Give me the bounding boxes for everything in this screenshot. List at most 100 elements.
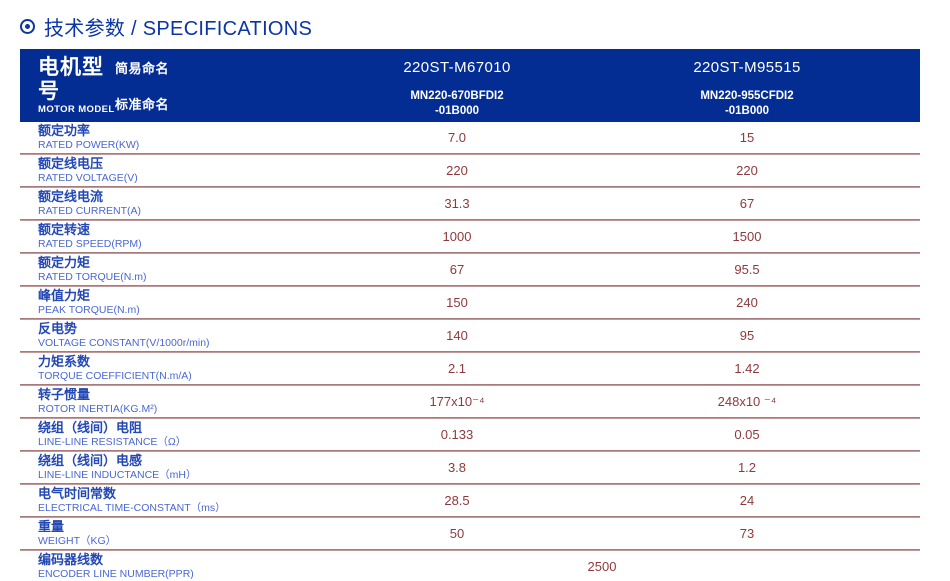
row-label-en: ELECTRICAL TIME-CONSTANT（ms） — [38, 502, 226, 514]
value-m67010: 50 — [449, 526, 465, 541]
standard-name-line1: MN220-670BFDI2 — [410, 89, 504, 102]
row-label: 绕组（线间）电阻 LINE-LINE RESISTANCE（Ω） — [20, 419, 312, 450]
row-label-cn: 额定线电流 — [38, 189, 104, 205]
row-label-cn: 电气时间常数 — [38, 486, 117, 502]
value-m67010: 150 — [446, 295, 468, 310]
column-standard-name: MN220-670BFDI2 -01B000 — [312, 86, 602, 123]
column-simple-name: 220ST-M95515 — [693, 58, 801, 76]
column-header-m95515: 220ST-M95515 MN220-955CFDI2 -01B000 — [602, 49, 892, 122]
table-row-peak-torque: 峰值力矩 PEAK TORQUE(N.m) 150 240 — [20, 287, 920, 318]
table-row-rated-speed: 额定转速 RATED SPEED(RPM) 1000 1500 — [20, 221, 920, 252]
row-divider — [20, 450, 920, 452]
row-label-en: ROTOR INERTIA(KG.M²) — [38, 403, 158, 415]
row-label-cn: 额定线电压 — [38, 156, 104, 172]
row-divider — [20, 516, 920, 518]
table-row-line-inductance: 绕组（线间）电感 LINE-LINE INDUCTANCE（mH） 3.8 1.… — [20, 452, 920, 483]
row-label: 反电势 VOLTAGE CONSTANT(V/1000r/min) — [20, 320, 312, 351]
table-row-voltage-constant: 反电势 VOLTAGE CONSTANT(V/1000r/min) 140 95 — [20, 320, 920, 351]
value-m95515: 0.05 — [734, 427, 760, 442]
row-label: 额定线电流 RATED CURRENT(A) — [20, 188, 312, 219]
standard-name-line2: -01B000 — [724, 104, 770, 117]
table-row-rated-current: 额定线电流 RATED CURRENT(A) 31.3 67 — [20, 188, 920, 219]
row-label-cn: 额定力矩 — [38, 255, 91, 271]
value-m95515: 95.5 — [734, 262, 760, 277]
table-row-rotor-inertia: 转子惯量 ROTOR INERTIA(KG.M²) 177x10⁻⁴ 248x1… — [20, 386, 920, 417]
row-label-cn: 重量 — [38, 519, 65, 535]
simple-name-label: 简易命名 — [115, 60, 170, 76]
value-merged: 2500 — [587, 559, 617, 574]
standard-name-label: 标准命名 — [115, 97, 170, 113]
value-m95515: 248x10 ⁻⁴ — [717, 393, 777, 409]
table-row-weight: 重量 WEIGHT（KG） 50 73 — [20, 518, 920, 549]
value-m95515: 1500 — [732, 229, 762, 244]
motor-model-header-cell: 电机型号 MOTOR MODEL — [20, 49, 115, 122]
value-m67010: 220 — [446, 163, 468, 178]
value-m95515: 1.42 — [734, 361, 760, 376]
value-m67010: 2.1 — [447, 361, 467, 376]
row-divider — [20, 252, 920, 254]
row-label-en: TORQUE COEFFICIENT(N.m/A) — [38, 370, 192, 382]
row-label: 重量 WEIGHT（KG） — [20, 518, 312, 549]
value-m67010: 140 — [446, 328, 468, 343]
table-row-torque-coefficient: 力矩系数 TORQUE COEFFICIENT(N.m/A) 2.1 1.42 — [20, 353, 920, 384]
circled-dot-icon-center — [25, 23, 30, 29]
table-row-rated-power: 额定功率 RATED POWER(KW) 7.0 15 — [20, 122, 920, 153]
table-row-electrical-time-constant: 电气时间常数 ELECTRICAL TIME-CONSTANT（ms） 28.5… — [20, 485, 920, 516]
row-label: 额定功率 RATED POWER(KW) — [20, 122, 312, 153]
table-row-line-resistance: 绕组（线间）电阻 LINE-LINE RESISTANCE（Ω） 0.133 0… — [20, 419, 920, 450]
row-label-cn: 绕组（线间）电感 — [38, 453, 143, 469]
page-title: 技术参数 / SPECIFICATIONS — [44, 17, 313, 40]
row-label-en: LINE-LINE INDUCTANCE（mH） — [38, 469, 197, 481]
row-label-en: LINE-LINE RESISTANCE（Ω） — [38, 436, 187, 448]
row-divider — [20, 384, 920, 386]
value-m67010: 31.3 — [444, 196, 470, 211]
row-label-cn: 编码器线数 — [38, 552, 104, 568]
row-divider — [20, 186, 920, 188]
standard-name-line1: MN220-955CFDI2 — [700, 89, 794, 102]
table-row-rated-voltage: 额定线电压 RATED VOLTAGE(V) 220 220 — [20, 155, 920, 186]
value-m67010: 3.8 — [447, 460, 467, 475]
table-header: 电机型号 MOTOR MODEL 简易命名 标准命名 220ST-M67010 … — [20, 49, 920, 122]
value-m95515: 95 — [739, 328, 755, 343]
row-divider — [20, 483, 920, 485]
value-m95515: 24 — [739, 493, 755, 508]
row-divider — [20, 549, 920, 551]
row-label-cn: 力矩系数 — [38, 354, 91, 370]
value-m95515: 73 — [739, 526, 755, 541]
column-standard-name: MN220-955CFDI2 -01B000 — [602, 86, 892, 123]
row-label: 编码器线数 ENCODER LINE NUMBER(PPR) — [20, 551, 312, 581]
value-m67010: 28.5 — [444, 493, 470, 508]
row-label-en: RATED VOLTAGE(V) — [38, 172, 138, 184]
row-label-cn: 额定转速 — [38, 222, 91, 238]
row-label: 电气时间常数 ELECTRICAL TIME-CONSTANT（ms） — [20, 485, 312, 516]
row-divider — [20, 318, 920, 320]
table-row-rated-torque: 额定力矩 RATED TORQUE(N.m) 67 95.5 — [20, 254, 920, 285]
row-label-en: RATED CURRENT(A) — [38, 205, 142, 217]
row-divider — [20, 219, 920, 221]
specifications-table: 电机型号 MOTOR MODEL 简易命名 标准命名 220ST-M67010 … — [20, 49, 920, 581]
row-label: 额定力矩 RATED TORQUE(N.m) — [20, 254, 312, 285]
row-label-en: ENCODER LINE NUMBER(PPR) — [38, 568, 194, 580]
naming-labels: 简易命名 标准命名 — [115, 49, 312, 122]
value-m95515: 67 — [739, 196, 755, 211]
value-m67010: 0.133 — [440, 427, 474, 442]
row-divider — [20, 153, 920, 155]
row-label-cn: 转子惯量 — [38, 387, 91, 403]
row-label-en: VOLTAGE CONSTANT(V/1000r/min) — [38, 337, 210, 349]
value-m67010: 177x10⁻⁴ — [429, 393, 485, 409]
value-m95515: 15 — [739, 130, 755, 145]
value-m95515: 220 — [736, 163, 758, 178]
value-m67010: 7.0 — [447, 130, 467, 145]
row-label-cn: 绕组（线间）电阻 — [38, 420, 143, 436]
row-divider — [20, 285, 920, 287]
value-m67010: 1000 — [442, 229, 472, 244]
row-label-en: PEAK TORQUE(N.m) — [38, 304, 140, 316]
specifications-page: 技术参数 / SPECIFICATIONS 电机型号 MOTOR MODEL 简… — [0, 13, 950, 581]
row-label-en: RATED TORQUE(N.m) — [38, 271, 147, 283]
row-label: 额定线电压 RATED VOLTAGE(V) — [20, 155, 312, 186]
row-divider — [20, 351, 920, 353]
table-body: 额定功率 RATED POWER(KW) 7.0 15 额定线电压 RATED … — [20, 122, 920, 581]
row-label-en: RATED POWER(KW) — [38, 139, 140, 151]
row-label-en: RATED SPEED(RPM) — [38, 238, 142, 250]
column-header-m67010: 220ST-M67010 MN220-670BFDI2 -01B000 — [312, 49, 602, 122]
